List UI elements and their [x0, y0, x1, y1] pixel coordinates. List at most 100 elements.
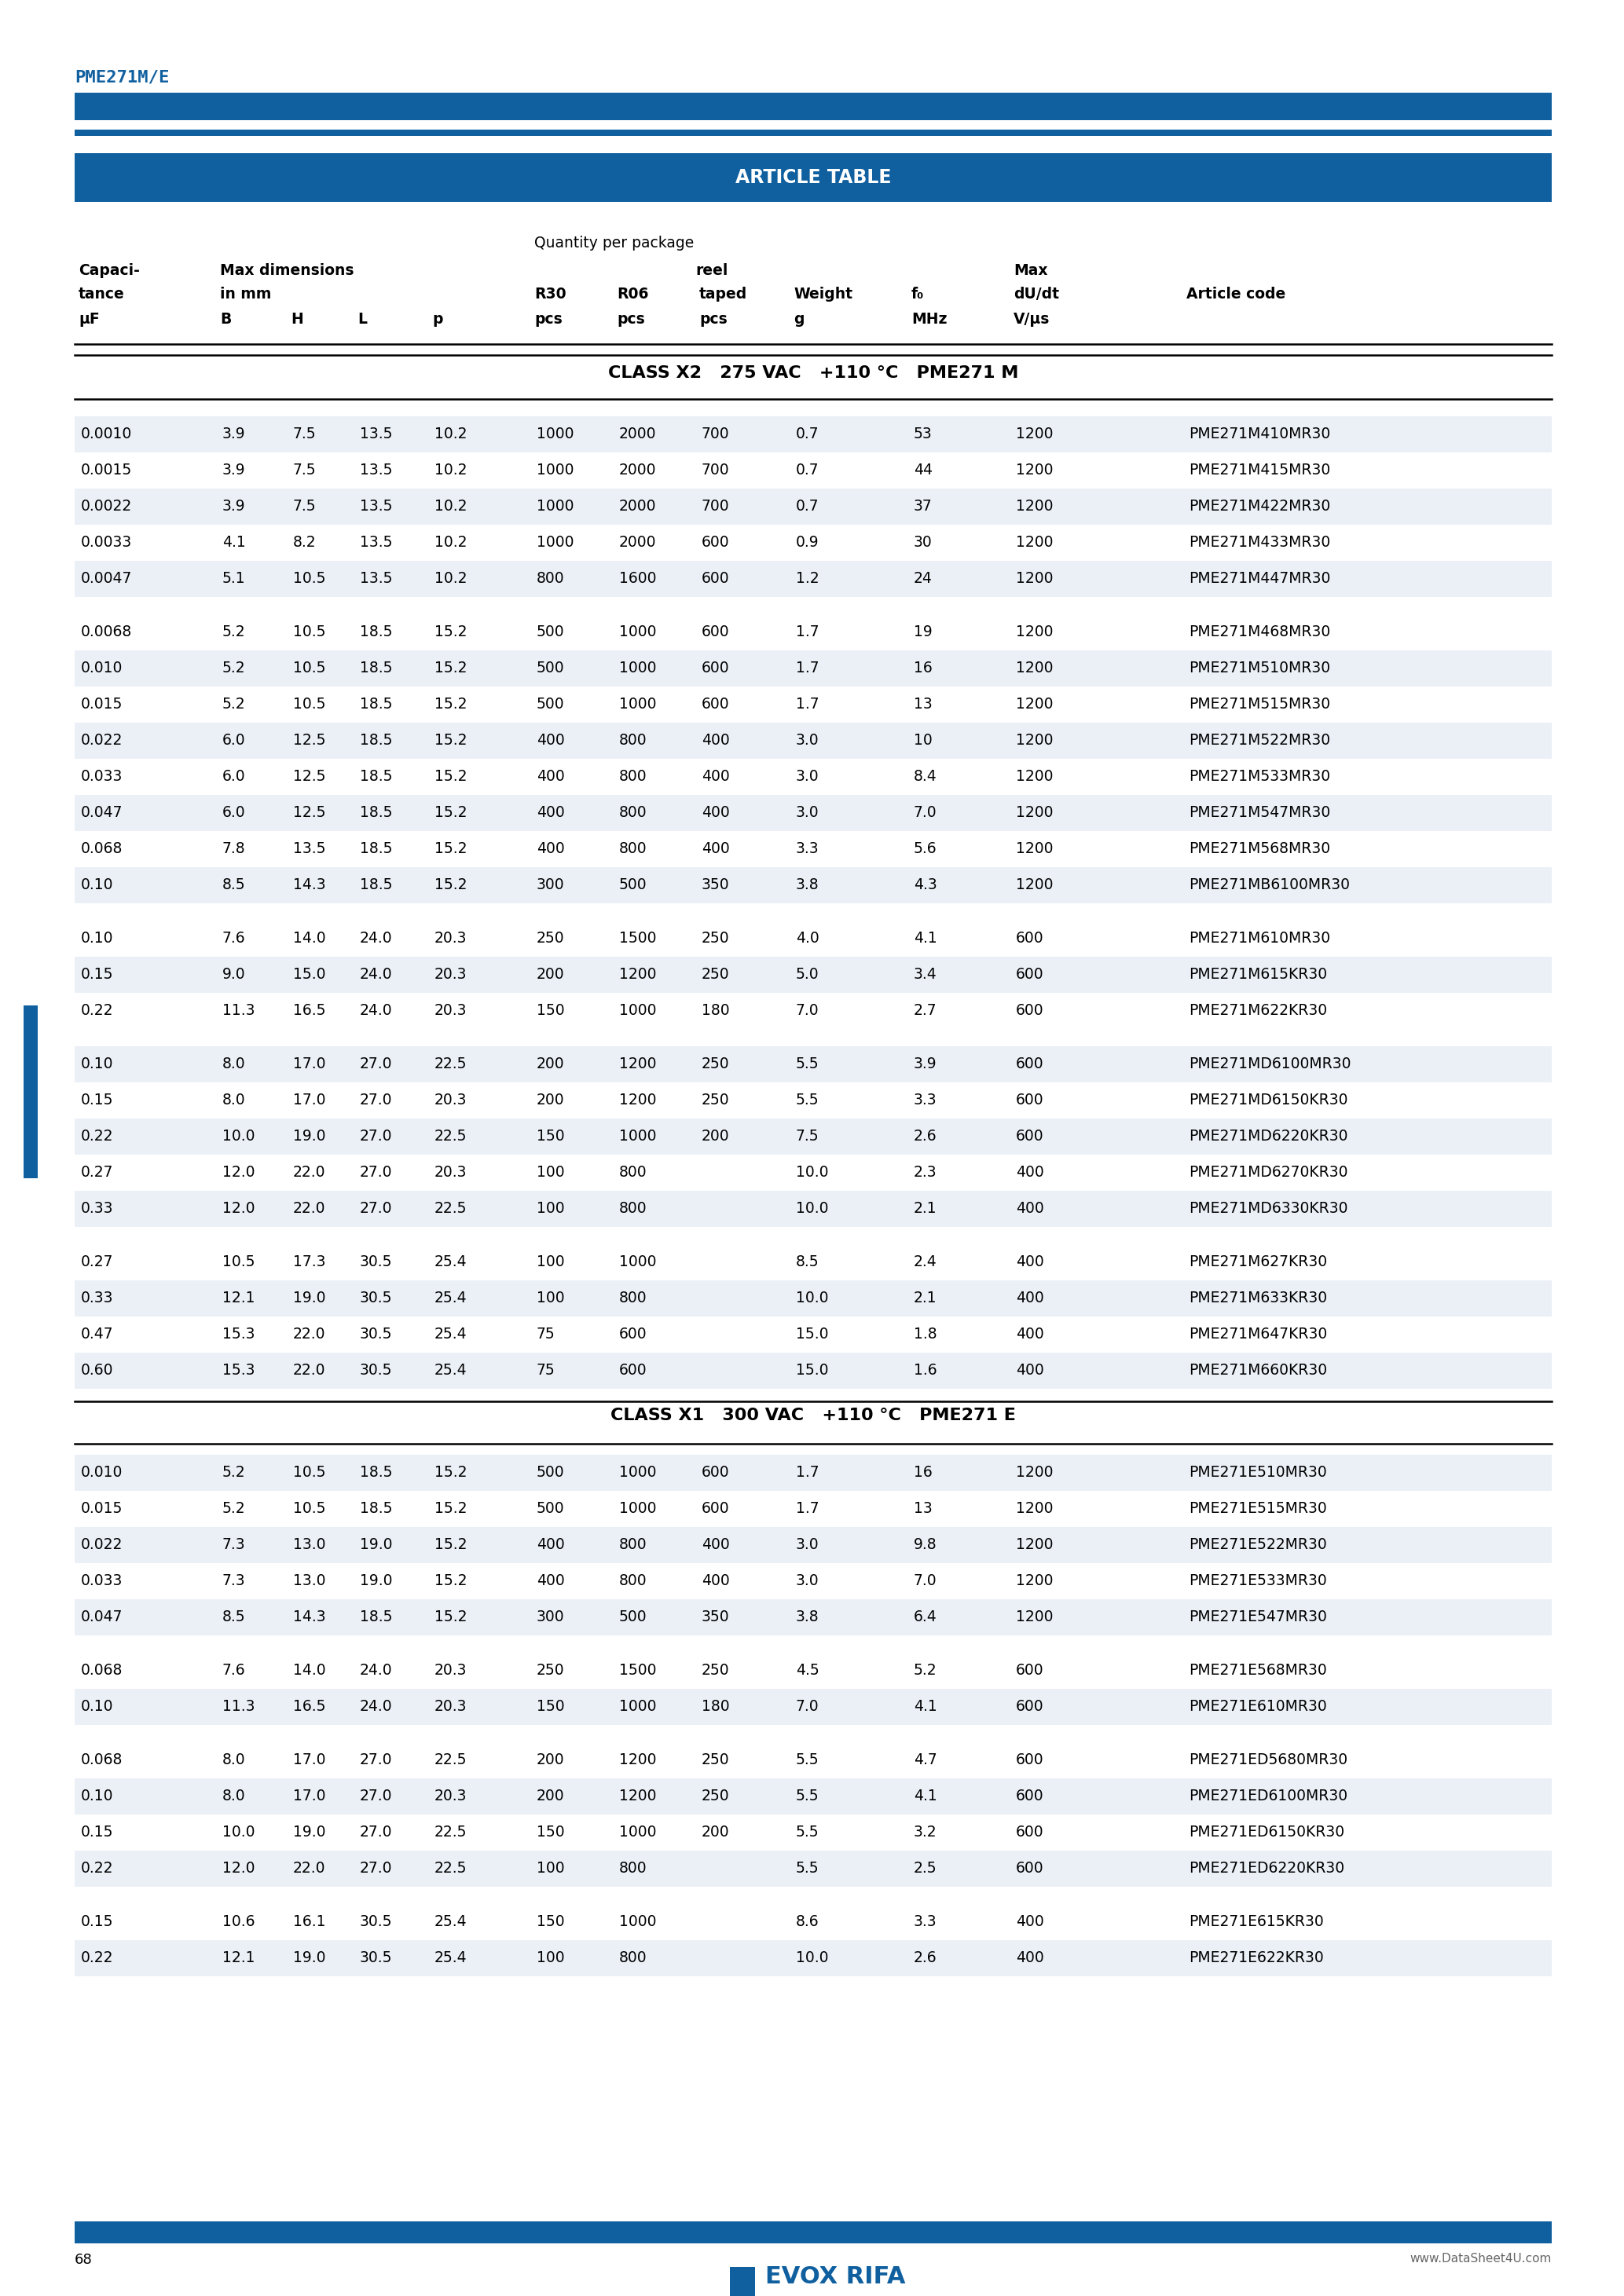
Text: 13.0: 13.0: [292, 1573, 326, 1589]
Text: 3.4: 3.4: [914, 967, 937, 983]
Text: PME271M627KR30: PME271M627KR30: [1189, 1256, 1327, 1270]
Bar: [75, 1690, 1551, 1724]
Text: 0.047: 0.047: [81, 1609, 123, 1626]
Text: 2.4: 2.4: [914, 1256, 937, 1270]
Text: 15.2: 15.2: [435, 1609, 468, 1626]
Text: 1000: 1000: [619, 1825, 656, 1839]
Text: 0.22: 0.22: [81, 1862, 114, 1876]
Text: 2.1: 2.1: [914, 1201, 937, 1217]
Text: 600: 600: [702, 1465, 729, 1481]
Text: 10.0: 10.0: [796, 1290, 828, 1306]
Text: 7.5: 7.5: [292, 427, 317, 441]
Text: 20.3: 20.3: [435, 1699, 468, 1715]
Bar: [729, 2266, 755, 2296]
Text: 600: 600: [1017, 967, 1044, 983]
Text: 17.0: 17.0: [292, 1056, 326, 1072]
Text: 19.0: 19.0: [361, 1573, 393, 1589]
Text: 17.3: 17.3: [292, 1256, 326, 1270]
Text: 1000: 1000: [619, 1915, 656, 1929]
Text: 200: 200: [536, 1093, 565, 1109]
Text: 1200: 1200: [619, 1093, 656, 1109]
Text: 0.7: 0.7: [796, 464, 818, 478]
Text: 7.3: 7.3: [222, 1538, 245, 1552]
Text: 0.22: 0.22: [81, 1130, 114, 1143]
Text: 10.0: 10.0: [222, 1130, 255, 1143]
Text: Article code: Article code: [1187, 287, 1286, 301]
Text: PME271M610MR30: PME271M610MR30: [1189, 932, 1330, 946]
Text: 12.1: 12.1: [222, 1952, 255, 1965]
Text: PME271ED6150KR30: PME271ED6150KR30: [1189, 1825, 1345, 1839]
Text: 1200: 1200: [619, 1056, 656, 1072]
Text: 500: 500: [536, 1465, 565, 1481]
Text: 1200: 1200: [619, 1789, 656, 1805]
Text: 10.5: 10.5: [292, 661, 326, 675]
Text: 500: 500: [536, 698, 565, 712]
Text: 15.3: 15.3: [222, 1364, 255, 1378]
Text: 24.0: 24.0: [361, 1003, 393, 1019]
Text: 10.0: 10.0: [222, 1825, 255, 1839]
Text: PME271M660KR30: PME271M660KR30: [1189, 1364, 1327, 1378]
Text: 2000: 2000: [619, 427, 656, 441]
Text: 30: 30: [914, 535, 932, 551]
Text: 24.0: 24.0: [361, 967, 393, 983]
Text: 22.0: 22.0: [292, 1327, 326, 1343]
Text: V/μs: V/μs: [1013, 312, 1051, 326]
Bar: [75, 2220, 1551, 2243]
Text: 1200: 1200: [1017, 427, 1054, 441]
Text: 1600: 1600: [619, 572, 656, 585]
Text: 15.2: 15.2: [435, 877, 468, 893]
Text: 10.5: 10.5: [222, 1256, 255, 1270]
Text: 15.2: 15.2: [435, 843, 468, 856]
Text: Weight: Weight: [794, 287, 853, 301]
Bar: [75, 1281, 1551, 1316]
Text: 400: 400: [702, 843, 729, 856]
Text: 1.7: 1.7: [796, 1465, 818, 1481]
Text: 19.0: 19.0: [292, 1290, 326, 1306]
Text: 7.0: 7.0: [914, 806, 937, 820]
Text: 17.0: 17.0: [292, 1752, 326, 1768]
Text: 27.0: 27.0: [361, 1752, 393, 1768]
Text: 600: 600: [1017, 1789, 1044, 1805]
Text: 12.5: 12.5: [292, 732, 326, 748]
Text: 16.5: 16.5: [292, 1699, 326, 1715]
Text: 12.5: 12.5: [292, 769, 326, 785]
Text: 10.5: 10.5: [292, 572, 326, 585]
Text: 5.5: 5.5: [796, 1093, 818, 1109]
Text: 500: 500: [536, 625, 565, 641]
Text: PME271M422MR30: PME271M422MR30: [1189, 498, 1330, 514]
Text: 0.033: 0.033: [81, 769, 123, 785]
Text: 14.3: 14.3: [292, 877, 326, 893]
Text: 3.2: 3.2: [914, 1825, 937, 1839]
Text: 2.6: 2.6: [914, 1952, 937, 1965]
Text: 150: 150: [536, 1699, 565, 1715]
Text: 8.0: 8.0: [222, 1093, 245, 1109]
Bar: [75, 1527, 1551, 1564]
Text: 8.6: 8.6: [796, 1915, 818, 1929]
Text: 10.0: 10.0: [796, 1952, 828, 1965]
Bar: [75, 723, 1551, 758]
Text: 1.7: 1.7: [796, 625, 818, 641]
Text: 10.2: 10.2: [435, 535, 468, 551]
Text: 27.0: 27.0: [361, 1201, 393, 1217]
Text: 25.4: 25.4: [435, 1952, 468, 1965]
Text: 18.5: 18.5: [361, 769, 393, 785]
Text: 15.2: 15.2: [435, 732, 468, 748]
Text: 5.2: 5.2: [914, 1662, 937, 1678]
Text: 100: 100: [536, 1166, 565, 1180]
Text: 13.5: 13.5: [292, 843, 326, 856]
Text: 0.015: 0.015: [81, 698, 123, 712]
Bar: [75, 489, 1551, 526]
Text: PME271M468MR30: PME271M468MR30: [1189, 625, 1330, 641]
Bar: [75, 1600, 1551, 1635]
Text: 17.0: 17.0: [292, 1789, 326, 1805]
Text: 3.9: 3.9: [222, 498, 245, 514]
Text: 0.7: 0.7: [796, 427, 818, 441]
Text: 700: 700: [702, 427, 729, 441]
Text: 1000: 1000: [619, 1130, 656, 1143]
Text: ARTICLE TABLE: ARTICLE TABLE: [736, 168, 892, 186]
Text: 100: 100: [536, 1256, 565, 1270]
Text: 14.3: 14.3: [292, 1609, 326, 1626]
Text: 3.0: 3.0: [796, 1573, 818, 1589]
Text: 15.0: 15.0: [292, 967, 326, 983]
Text: 2.5: 2.5: [914, 1862, 937, 1876]
